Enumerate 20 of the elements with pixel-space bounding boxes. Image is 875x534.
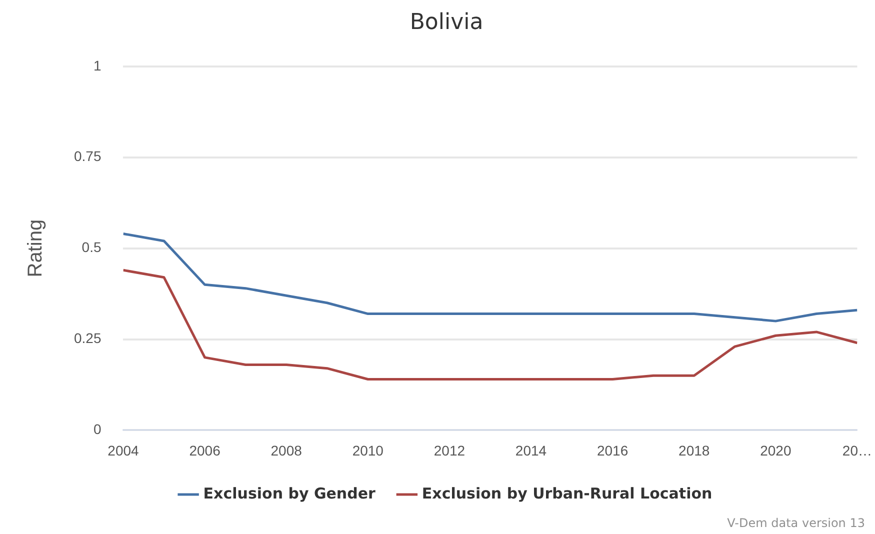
- x-tick-label: 2008: [270, 442, 302, 458]
- y-tick-label: 0.75: [74, 148, 102, 164]
- x-tick-label: 20…: [842, 442, 872, 458]
- x-tick-label: 2012: [434, 442, 466, 458]
- x-tick-label: 2006: [189, 442, 221, 458]
- text: V-Dem data version 13: [727, 516, 865, 530]
- y-tick-label: 1: [93, 57, 102, 74]
- x-tick-label: 2018: [678, 442, 710, 458]
- y-tick-label: 0.5: [82, 239, 102, 256]
- legend-label: Exclusion by Urban-Rural Location: [422, 484, 712, 502]
- legend-label: Exclusion by Gender: [203, 484, 376, 502]
- x-tick-label: 2010: [352, 442, 384, 458]
- x-tick-label: 2016: [596, 442, 628, 458]
- x-tick-label: 2020: [760, 442, 792, 458]
- x-tick-label: 2004: [108, 442, 140, 458]
- y-tick-label: 0: [93, 421, 102, 438]
- chart-title: Bolivia: [410, 10, 484, 35]
- y-tick-label: 0.25: [74, 330, 102, 346]
- x-tick-label: 2014: [515, 442, 547, 458]
- y-axis-title: Rating: [24, 219, 47, 278]
